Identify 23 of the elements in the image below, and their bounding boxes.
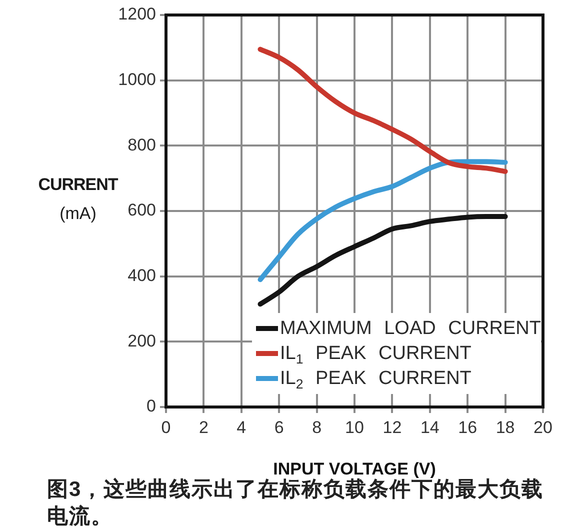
x-axis-title: INPUT VOLTAGE (V) xyxy=(273,459,436,478)
legend-label: IL$_{2}$ PEAK CURRENT xyxy=(280,368,472,392)
x-tick-label: 16 xyxy=(458,418,478,437)
x-tick-label: 2 xyxy=(198,418,208,437)
caption: 图3，这些曲线示出了在标称负载条件下的最大负载电流。 xyxy=(47,478,545,530)
y-tick-label: 400 xyxy=(128,266,156,286)
x-tick-label: 18 xyxy=(496,418,515,437)
x-tick-label: 0 xyxy=(161,418,171,437)
x-tick-label: 6 xyxy=(274,418,284,437)
x-tick-label: 12 xyxy=(382,418,402,437)
y-tick-label: 1200 xyxy=(118,4,156,24)
x-tick-label: 4 xyxy=(236,418,246,437)
x-tick-label: 10 xyxy=(345,418,364,437)
y-tick-label: 600 xyxy=(128,200,156,220)
x-tick-label: 8 xyxy=(312,418,322,437)
y-tick-label: 800 xyxy=(128,135,156,154)
legend-label: MAXIMUM LOAD CURRENT xyxy=(280,318,542,339)
y-tick-label: 1000 xyxy=(118,70,156,90)
y-tick-label: 200 xyxy=(128,331,156,350)
legend-label: IL$_{1}$ PEAK CURRENT xyxy=(280,343,472,367)
x-tick-label: 14 xyxy=(420,418,440,437)
y-tick-label: 0 xyxy=(146,396,156,416)
x-tick-label: 20 xyxy=(534,418,552,437)
